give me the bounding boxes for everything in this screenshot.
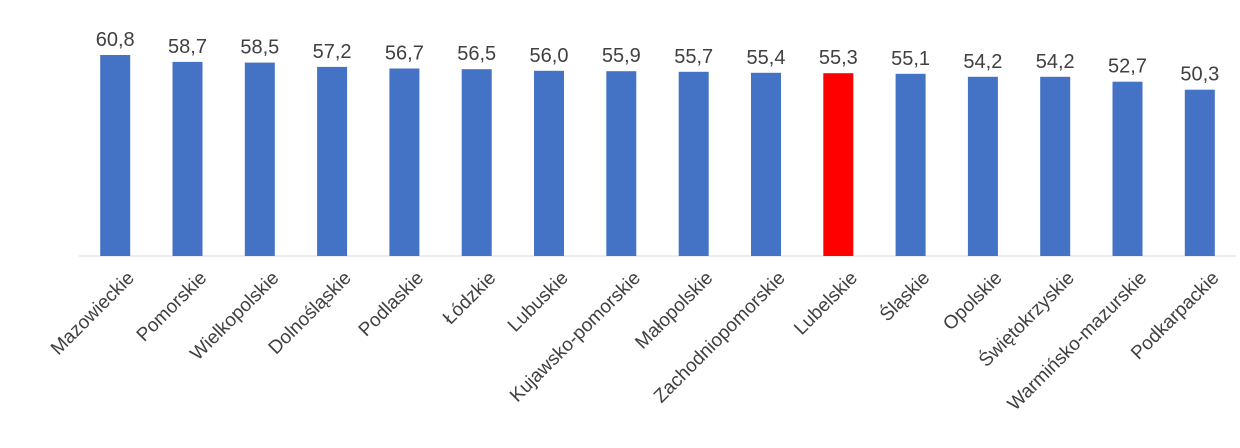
value-label-7: 55,9 bbox=[602, 45, 641, 67]
value-label-6: 56,0 bbox=[530, 45, 569, 67]
bar-0 bbox=[100, 55, 131, 256]
bar-7 bbox=[606, 71, 637, 256]
bar-6 bbox=[534, 70, 564, 256]
bar-9 bbox=[751, 72, 781, 256]
category-label-5: Łódzkie bbox=[439, 268, 500, 329]
category-label-9: Zachodniopomorskie bbox=[650, 268, 790, 408]
value-labels-group: 60,8 58,7 58,5 57,2 56,7 56,5 56,0 55,9 55,7 55,4… bbox=[96, 29, 1220, 86]
value-label-12: 54,2 bbox=[963, 51, 1002, 73]
value-label-14: 52,7 bbox=[1108, 56, 1147, 78]
bar-10 bbox=[823, 73, 854, 256]
value-label-10: 55,3 bbox=[819, 47, 858, 69]
bar-2 bbox=[244, 62, 275, 256]
value-label-4: 56,7 bbox=[385, 43, 424, 65]
bar-4 bbox=[389, 68, 420, 256]
category-label-6: Lubuskie bbox=[504, 268, 573, 337]
bar-5 bbox=[461, 69, 492, 256]
bar-1 bbox=[172, 61, 203, 257]
bar-14 bbox=[1112, 81, 1143, 256]
category-label-11: Śląskie bbox=[875, 267, 934, 326]
category-label-4: Podlaskie bbox=[355, 268, 428, 341]
value-label-3: 57,2 bbox=[313, 41, 352, 63]
category-label-10: Lubelskie bbox=[790, 268, 862, 340]
value-label-11: 55,1 bbox=[891, 48, 930, 70]
value-label-5: 56,5 bbox=[457, 43, 496, 65]
value-label-1: 58,7 bbox=[168, 36, 207, 58]
category-label-7: Kujawsko-pomorskie bbox=[506, 268, 645, 407]
value-label-0: 60,8 bbox=[96, 29, 135, 51]
value-label-13: 54,2 bbox=[1036, 51, 1075, 73]
bar-3 bbox=[317, 66, 348, 257]
bars-group bbox=[100, 55, 1215, 257]
value-label-15: 50,3 bbox=[1180, 64, 1219, 86]
bar-15 bbox=[1184, 89, 1215, 256]
bar-13 bbox=[1040, 76, 1071, 256]
category-labels-group: MazowieckiePomorskieWielkopolskieDolnośl… bbox=[47, 267, 1223, 415]
value-label-2: 58,5 bbox=[240, 37, 279, 59]
bar-8 bbox=[678, 71, 709, 256]
value-label-8: 55,7 bbox=[674, 46, 713, 68]
category-label-12: Opolskie bbox=[939, 268, 1006, 335]
bar-12 bbox=[967, 76, 998, 256]
category-label-14: Warmińsko-mazurskie bbox=[1004, 268, 1151, 415]
value-label-9: 55,4 bbox=[747, 47, 786, 69]
category-label-0: Mazowieckie bbox=[47, 268, 139, 360]
category-label-1: Pomorskie bbox=[133, 268, 211, 346]
bar-11 bbox=[895, 73, 926, 256]
